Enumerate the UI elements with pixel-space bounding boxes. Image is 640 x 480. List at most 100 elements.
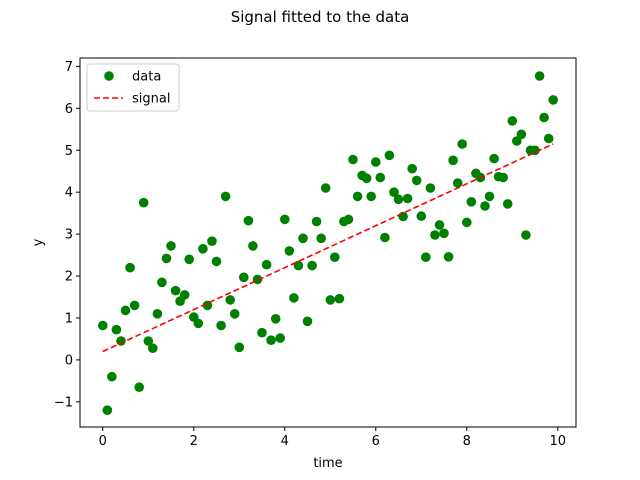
data-point xyxy=(325,295,336,305)
data-point xyxy=(261,259,272,270)
legend-label-data: data xyxy=(132,70,161,85)
x-tick-label: 4 xyxy=(281,434,289,449)
x-tick-label: 10 xyxy=(550,434,567,449)
data-point xyxy=(416,211,427,221)
data-point xyxy=(243,215,254,226)
data-point xyxy=(516,129,527,140)
data-point xyxy=(179,290,190,300)
y-tick-label: −1 xyxy=(54,395,73,410)
x-tick-label: 2 xyxy=(190,434,198,449)
data-point xyxy=(316,233,327,244)
data-point xyxy=(466,197,477,207)
data-point xyxy=(443,251,454,262)
data-point xyxy=(302,316,313,327)
data-point xyxy=(452,178,463,188)
x-axis-label: time xyxy=(313,456,342,471)
data-point xyxy=(229,309,240,319)
data-point xyxy=(239,272,249,283)
data-point xyxy=(343,214,354,225)
data-point xyxy=(380,232,390,243)
data-point xyxy=(407,163,418,174)
data-point xyxy=(234,342,245,353)
data-point xyxy=(512,136,522,146)
x-tick-label: 0 xyxy=(99,434,107,449)
data-point xyxy=(439,228,449,239)
x-tick-label: 6 xyxy=(372,434,380,449)
chart-title: Signal fitted to the data xyxy=(231,8,410,26)
y-tick-label: 4 xyxy=(65,186,73,201)
data-point xyxy=(384,150,395,161)
data-point xyxy=(480,201,490,211)
data-point xyxy=(220,191,231,202)
data-point xyxy=(484,191,495,202)
y-tick-label: 7 xyxy=(65,60,73,75)
y-axis-label: y xyxy=(31,238,46,246)
data-point xyxy=(361,173,372,184)
data-point xyxy=(421,252,431,262)
y-tick-label: 0 xyxy=(65,353,73,368)
data-point xyxy=(402,193,413,204)
signal-line xyxy=(102,143,554,353)
data-point xyxy=(430,230,440,240)
data-point xyxy=(548,95,558,105)
data-point xyxy=(307,260,317,271)
data-point xyxy=(411,175,422,186)
data-point xyxy=(521,230,531,240)
data-point xyxy=(111,324,122,335)
data-point xyxy=(507,116,518,126)
data-point xyxy=(107,371,117,382)
data-point xyxy=(134,382,144,393)
data-point xyxy=(207,236,217,246)
data-point xyxy=(298,233,308,244)
data-point xyxy=(98,320,108,331)
data-point xyxy=(457,139,468,149)
data-point xyxy=(152,309,163,319)
data-point xyxy=(102,405,113,416)
y-axis-ticks: −1 0 1 2 3 4 5 6 7 xyxy=(54,60,80,410)
data-point xyxy=(352,191,363,202)
data-point xyxy=(311,216,322,227)
data-point xyxy=(320,183,331,193)
data-point xyxy=(398,211,408,222)
data-point xyxy=(184,254,194,265)
data-point xyxy=(280,214,290,225)
y-tick-label: 1 xyxy=(65,311,73,326)
x-axis-ticks: 0 2 4 6 8 10 xyxy=(99,427,566,449)
data-point xyxy=(543,133,554,144)
y-tick-label: 5 xyxy=(65,144,73,159)
data-point xyxy=(170,285,181,296)
y-tick-label: 6 xyxy=(65,102,73,117)
legend-marker-data xyxy=(104,71,114,81)
data-point xyxy=(539,112,549,123)
plot-area xyxy=(98,71,558,416)
data-point xyxy=(166,241,176,251)
data-point xyxy=(120,305,131,316)
data-point xyxy=(157,277,167,288)
axes-frame xyxy=(79,57,577,428)
data-point xyxy=(448,155,458,166)
data-point xyxy=(148,343,158,354)
data-point xyxy=(270,314,281,324)
data-point xyxy=(225,295,235,305)
data-point xyxy=(434,220,445,230)
data-point xyxy=(193,318,204,329)
data-point xyxy=(138,197,149,208)
legend-label-signal: signal xyxy=(132,92,170,107)
data-point xyxy=(366,191,377,202)
data-point xyxy=(248,241,258,251)
data-point xyxy=(161,253,172,264)
data-point xyxy=(284,246,295,256)
x-tick-label: 8 xyxy=(463,434,471,449)
data-point xyxy=(257,327,267,338)
data-point xyxy=(330,252,340,262)
data-point xyxy=(371,157,381,167)
data-point xyxy=(462,217,472,228)
data-point xyxy=(143,336,154,346)
data-point xyxy=(502,199,513,209)
data-point xyxy=(266,335,276,346)
data-point xyxy=(375,172,386,183)
y-tick-label: 3 xyxy=(65,228,73,243)
data-point xyxy=(498,172,509,183)
data-point xyxy=(393,194,404,205)
legend: data signal xyxy=(86,63,180,112)
